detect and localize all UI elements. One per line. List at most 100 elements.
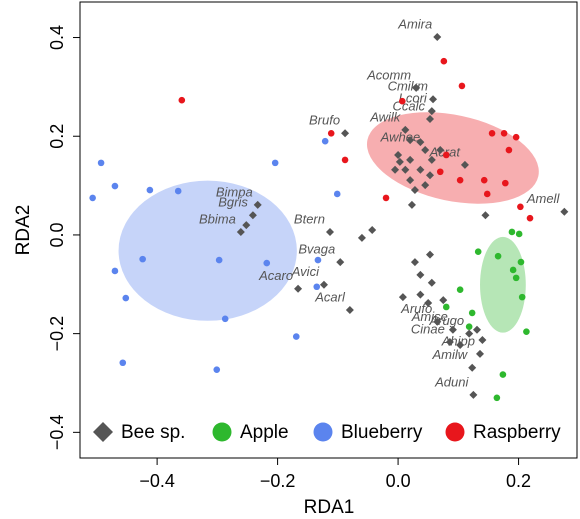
point — [294, 284, 303, 293]
legend-marker — [212, 422, 232, 442]
point — [89, 194, 96, 202]
y-tick-label: −0.4 — [47, 415, 67, 451]
point — [401, 165, 410, 174]
y-tick-label: 0.2 — [47, 124, 67, 149]
point — [111, 182, 119, 190]
point-label: Acrat — [429, 144, 462, 159]
legend-label: Bee sp. — [121, 422, 185, 443]
point — [221, 315, 229, 323]
x-tick-label: −0.2 — [260, 471, 296, 491]
point — [111, 267, 119, 275]
point-label: Amira — [397, 16, 432, 31]
point — [512, 274, 520, 282]
point — [398, 293, 407, 302]
point — [505, 146, 513, 154]
point — [236, 227, 245, 236]
point — [493, 394, 501, 402]
point — [499, 371, 507, 378]
point — [469, 390, 478, 399]
point-label: Acomm — [366, 67, 411, 82]
point — [426, 171, 435, 180]
point — [436, 146, 445, 155]
point — [476, 349, 485, 358]
point-label: Brufo — [309, 113, 340, 128]
point — [448, 325, 457, 334]
point — [242, 221, 251, 230]
point — [253, 200, 262, 209]
point — [474, 248, 482, 256]
point — [401, 125, 410, 134]
point — [429, 95, 438, 104]
point — [271, 159, 279, 167]
point — [327, 129, 335, 137]
y-tick-label: 0.0 — [47, 222, 67, 247]
point-label: Bgris — [218, 195, 248, 210]
point-label: Bvaga — [298, 242, 335, 257]
legend-marker — [93, 422, 113, 442]
point — [439, 296, 448, 305]
point-label: Bbima — [199, 211, 236, 226]
point — [410, 258, 419, 267]
point — [426, 114, 435, 123]
point — [319, 280, 328, 289]
point-label: Acarl — [314, 289, 346, 304]
point — [465, 323, 473, 331]
point-label: Lcori — [399, 91, 428, 106]
point — [500, 129, 508, 137]
point — [410, 186, 419, 195]
point — [488, 129, 496, 137]
x-tick-label: 0.0 — [386, 471, 411, 491]
point — [174, 187, 182, 195]
point — [333, 190, 341, 198]
point — [119, 359, 127, 367]
point — [518, 293, 526, 301]
point-label: Arugo — [428, 313, 464, 328]
point — [456, 286, 464, 294]
point — [326, 227, 335, 236]
y-tick-label: −0.2 — [47, 316, 67, 352]
point-label: Amilw — [432, 347, 469, 362]
legend-marker — [313, 422, 333, 442]
point — [263, 259, 271, 267]
point — [412, 83, 421, 92]
point — [456, 176, 464, 184]
point-label: Cmikm — [388, 79, 429, 94]
x-tick-label: −0.4 — [139, 471, 175, 491]
point — [336, 258, 345, 267]
point — [382, 194, 390, 202]
point — [523, 328, 530, 335]
point-label: Amise — [411, 309, 448, 324]
point — [468, 363, 477, 372]
point-label: Acaro — [258, 268, 293, 283]
point — [313, 283, 321, 291]
point — [483, 190, 491, 198]
point — [480, 176, 488, 184]
point-label: Aduni — [434, 374, 469, 389]
group-ellipse — [480, 236, 526, 333]
point — [394, 150, 403, 159]
legend-label: Raspberry — [473, 422, 561, 443]
legend-label: Apple — [240, 422, 289, 443]
point — [416, 270, 425, 279]
point — [248, 211, 257, 220]
group-ellipse — [118, 180, 297, 321]
point — [440, 57, 448, 65]
point — [421, 146, 430, 155]
point — [146, 186, 154, 194]
point — [445, 338, 454, 347]
point — [442, 151, 450, 159]
point-label: Avici — [291, 264, 320, 279]
plot-frame — [79, 1, 578, 459]
point — [421, 181, 430, 190]
point — [472, 325, 481, 334]
x-axis-label: RDA1 — [304, 497, 355, 518]
point — [512, 133, 520, 141]
point — [416, 165, 425, 174]
point-label: Cinae — [411, 321, 445, 336]
point — [321, 137, 329, 145]
point — [416, 290, 425, 299]
point — [517, 258, 525, 266]
point — [424, 299, 433, 308]
point — [515, 230, 523, 238]
